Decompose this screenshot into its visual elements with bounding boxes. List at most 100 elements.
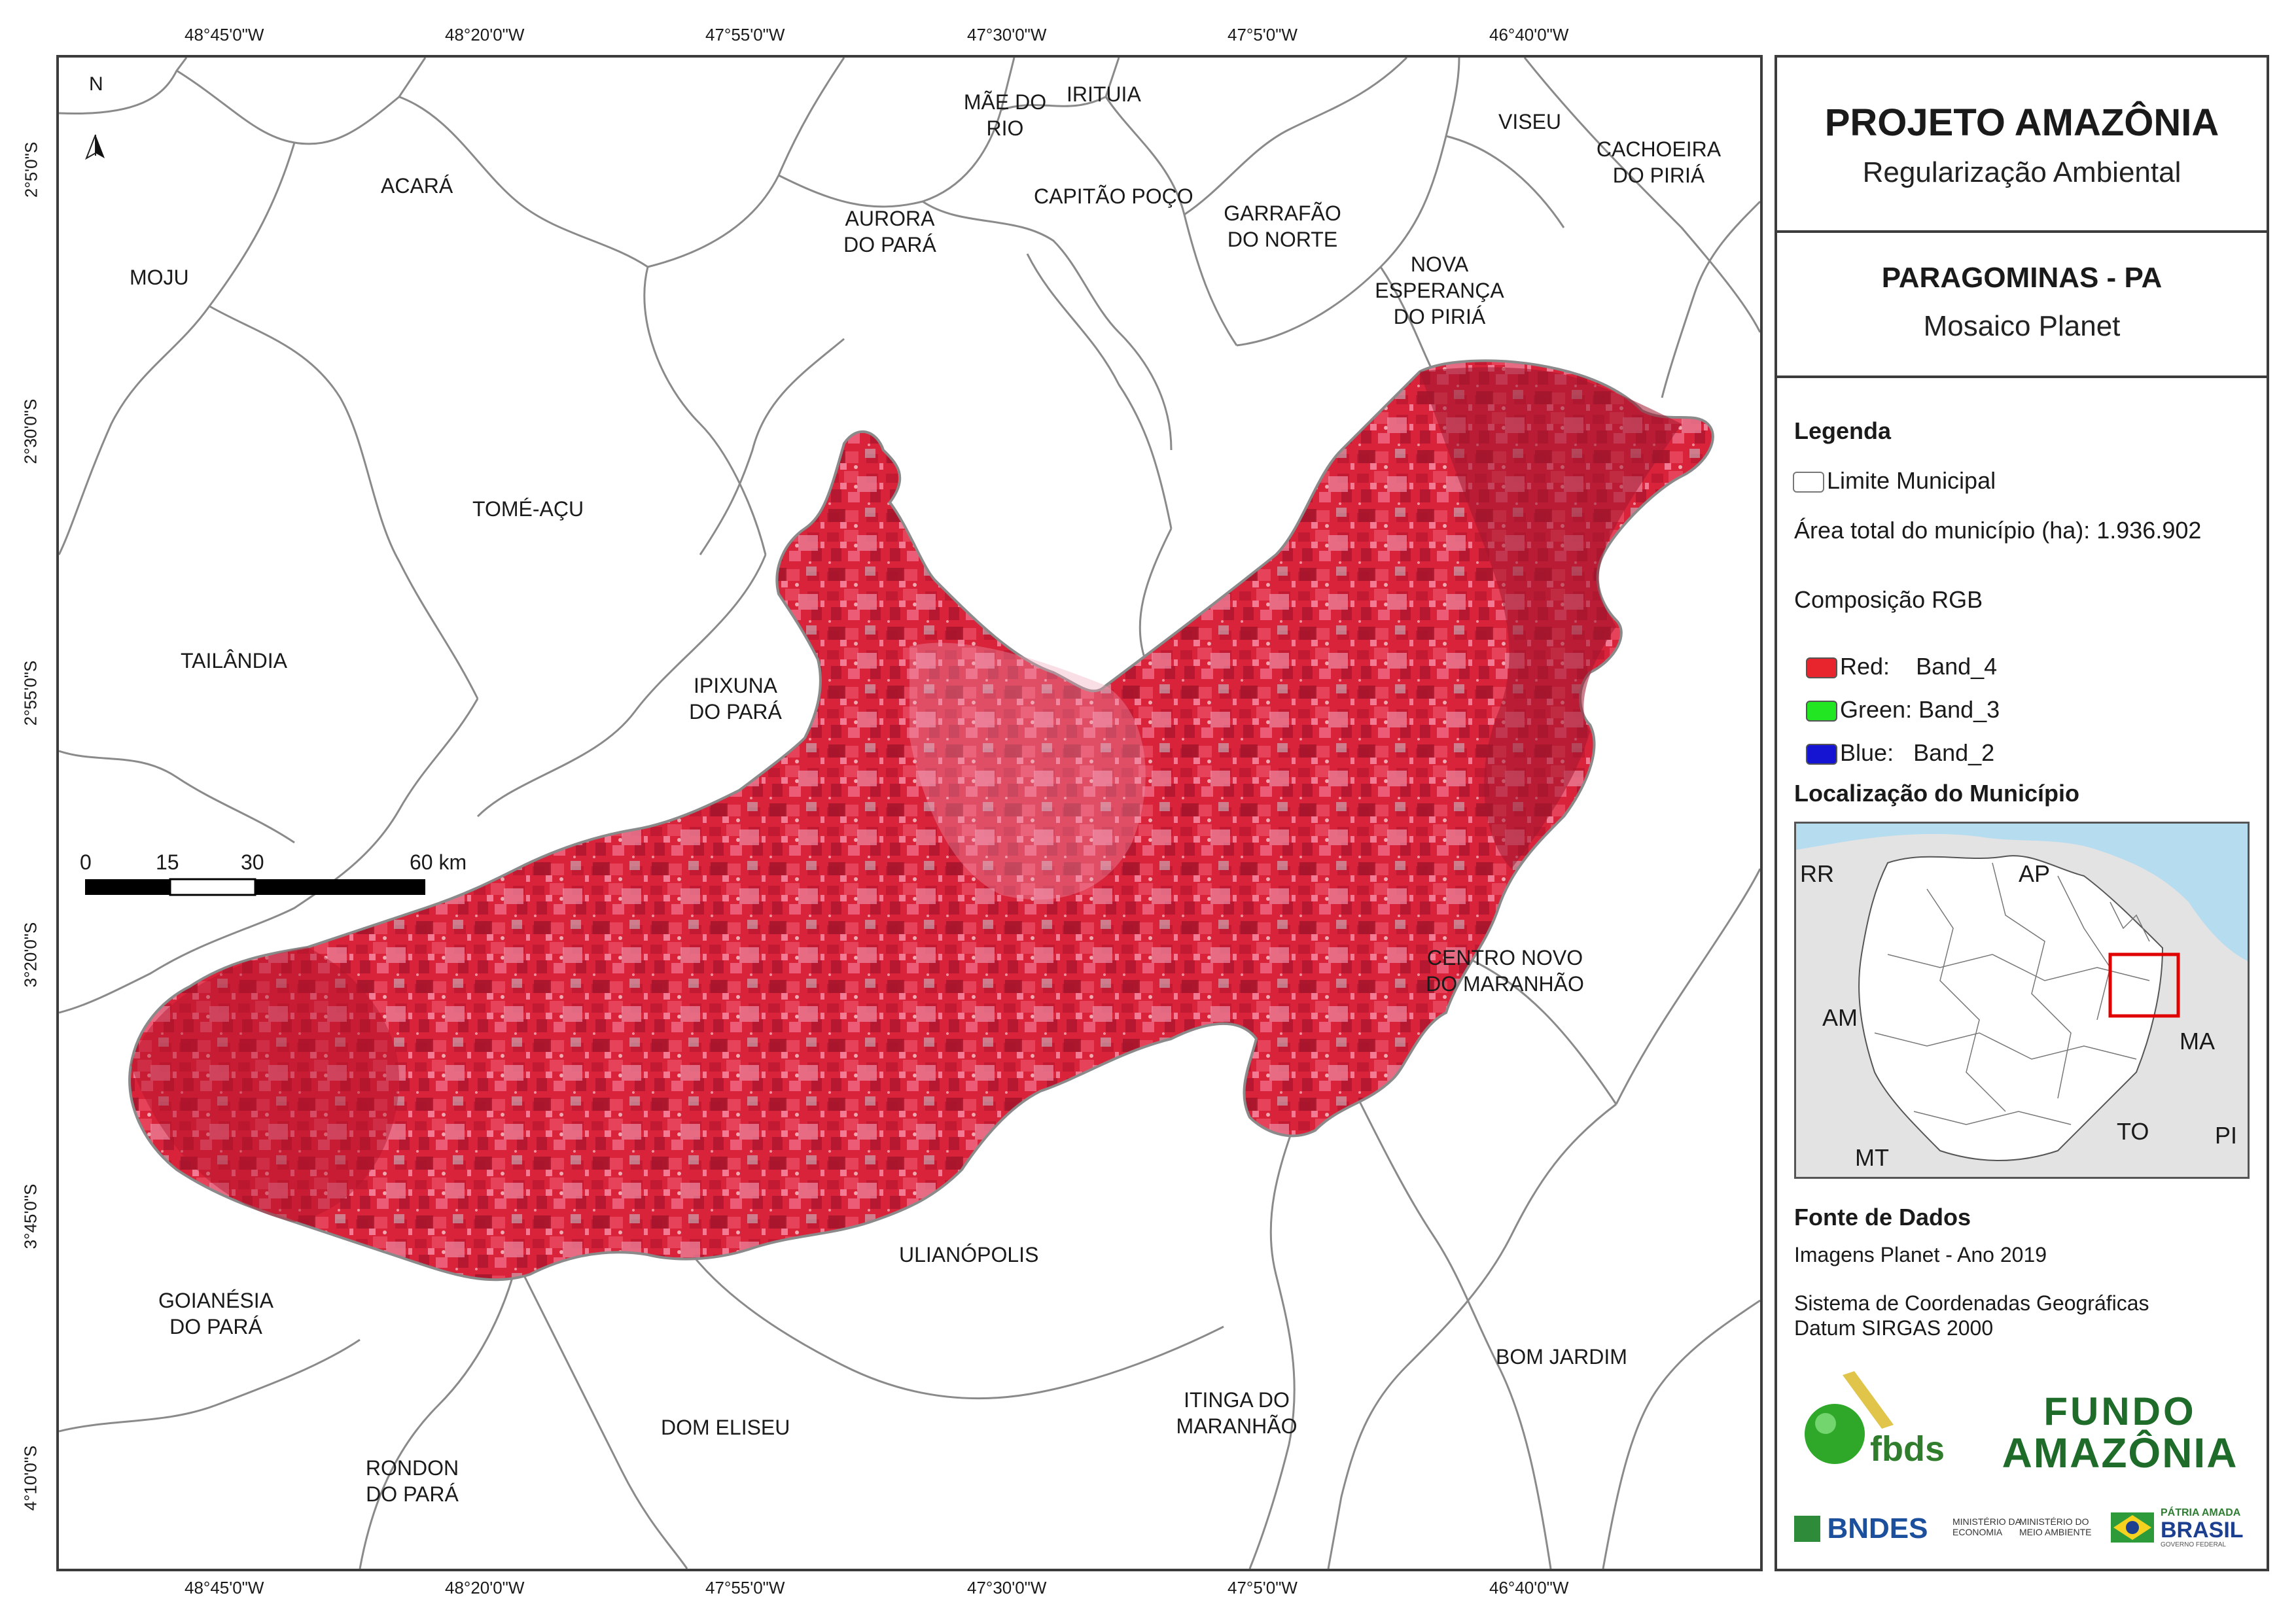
fbds-logo: fbds [1797,1371,1954,1469]
label-line: IPIXUNA [693,674,778,697]
source-1: Imagens Planet - Ano 2019 [1794,1243,2047,1266]
label-line: MÃE DO [963,90,1047,114]
fundo-text: FUNDO [2043,1389,2197,1433]
legend-title: Legenda [1794,417,1892,444]
label-irituia: IRITUIA [1067,82,1141,106]
label-line: MARANHÃO [1176,1414,1298,1438]
fbds-text: fbds [1870,1429,1945,1469]
label-nova-esperanca: NOVA ESPERANÇA DO PIRIÁ [1361,251,1518,330]
scale-label-60: 60 km [410,850,467,874]
label-tome-acu: TOMÉ-AÇU [472,497,584,521]
location-highlight-box [2108,952,2180,1018]
min-ma-line: MINISTÉRIO DO [2019,1516,2089,1527]
coord-bottom-6: 46°40'0"W [1489,1578,1569,1597]
label-aurora: AURORA DO PARÁ [831,205,949,258]
area-total: Área total do município (ha): 1.936.902 [1794,517,2202,544]
map-frame: N 0 15 30 60 km MÃE DO RIO IRITUIA VISEU… [56,55,1763,1571]
label-line: DO PARÁ [843,233,936,256]
label-goianesia: GOIANÉSIA DO PARÁ [144,1287,288,1340]
paragominas-mosaic [128,359,1714,1282]
brazil-flag-icon [2111,1512,2154,1543]
inset-label-rr: RR [1800,860,1834,887]
label-moju: MOJU [130,266,189,289]
label-line: ITINGA DO [1184,1388,1290,1412]
bndes-logo: BNDES [1794,1512,1928,1546]
map-canvas [59,58,1760,1569]
label-line: RONDON [365,1456,459,1480]
rgb-blue-label: Blue: Band_2 [1840,739,1995,766]
side-panel [1775,55,2269,1571]
rgb-green-item: Green: Band_3 [1793,669,2000,724]
label-tailandia: TAILÂNDIA [181,649,287,672]
location-title: Localização do Município [1794,780,2080,807]
legend-limit-label: Limite Municipal [1827,467,1996,494]
label-itinga: ITINGA DO MARANHÃO [1165,1387,1309,1439]
min-econ-line: MINISTÉRIO DA [1952,1516,2022,1527]
place-title: PARAGOMINAS - PA [1881,262,2163,294]
label-centro-novo: CENTRO NOVO DO MARANHÃO [1413,945,1597,997]
label-line: DO PIRIÁ [1612,164,1705,187]
label-line: RIO [986,116,1024,140]
rgb-blue-item: Blue: Band_2 [1793,712,1994,767]
label-bom-jardim: BOM JARDIM [1496,1345,1627,1369]
legend-limit-item: Limite Municipal [1793,467,1996,495]
label-ipixuna: IPIXUNA DO PARÁ [677,672,794,725]
label-line: DO MARANHÃO [1426,972,1584,996]
patria-line-3: GOVERNO FEDERAL [2161,1541,2227,1548]
min-econ-line: ECONOMIA [1952,1527,2003,1537]
label-line: GOIANÉSIA [158,1289,274,1312]
label-line: CACHOEIRA [1596,137,1722,161]
bndes-text: BNDES [1827,1512,1928,1544]
project-subtitle: Regularização Ambiental [1862,156,2181,188]
municipal-boundaries [59,58,1760,1569]
inset-label-ap: AP [2019,860,2051,887]
label-line: AURORA [845,207,935,230]
inset-label-mt: MT [1855,1144,1889,1171]
source-2: Sistema de Coordenadas Geográficas [1794,1291,2149,1315]
ministerio-meio-ambiente-logo: MINISTÉRIO DO MEIO AMBIENTE [2019,1516,2091,1537]
coord-bottom-3: 47°55'0"W [705,1578,785,1597]
scale-label-30: 30 [241,850,264,874]
rgb-green-label: Green: Band_3 [1840,696,2000,723]
north-label: N [89,73,103,95]
title-block: PROJETO AMAZÔNIA Regularização Ambiental [1775,55,2269,233]
coord-top-3: 47°55'0"W [705,25,785,44]
north-arrow [85,134,105,160]
coord-left-6: 4°10'0"S [20,1445,41,1511]
label-acara: ACARÁ [381,174,453,198]
red-swatch [1806,657,1838,679]
label-line: DO PARÁ [366,1482,459,1506]
fbds-mark-icon [1805,1371,1894,1464]
place-block: PARAGOMINAS - PA Mosaico Planet [1775,233,2269,378]
coord-top-5: 47°5'0"W [1227,25,1298,44]
fundo-amazonia-logo: FUNDO AMAZÔNIA [1983,1392,2257,1477]
coord-left-4: 3°20'0"S [20,922,41,988]
label-line: DO PARÁ [169,1315,262,1338]
limit-swatch [1793,472,1824,493]
label-rondon: RONDON DO PARÁ [347,1455,478,1507]
coord-top-6: 46°40'0"W [1489,25,1569,44]
blue-swatch [1806,744,1838,765]
amazonia-text: AMAZÔNIA [2002,1429,2238,1476]
patria-line-2: BRASIL [2161,1518,2244,1543]
label-cachoeira: CACHOEIRA DO PIRIÁ [1590,136,1727,188]
label-garrafao: GARRAFÃO DO NORTE [1210,200,1354,253]
coord-left-1: 2°5'0"S [21,141,41,198]
coord-bottom-4: 47°30'0"W [967,1578,1047,1597]
rgb-title: Composição RGB [1794,586,1983,613]
scale-label-15: 15 [156,850,179,874]
product-title: Mosaico Planet [1923,310,2121,342]
rgb-red-item: Red: Band_4 [1793,625,1997,680]
min-ma-line: MEIO AMBIENTE [2019,1527,2092,1537]
label-mae-do-rio: MÃE DO RIO [959,89,1051,141]
label-dom-eliseu: DOM ELISEU [661,1416,790,1439]
rgb-red-label: Red: Band_4 [1840,653,1998,680]
project-title: PROJETO AMAZÔNIA [1824,101,2219,144]
green-swatch [1806,701,1838,722]
coord-bottom-5: 47°5'0"W [1227,1578,1298,1597]
inset-map [1796,824,2248,1161]
coord-top-2: 48°20'0"W [445,25,525,44]
source-3: Datum SIRGAS 2000 [1794,1316,1994,1340]
ministerio-economia-logo: MINISTÉRIO DA ECONOMIA [1952,1516,2021,1537]
coord-top-4: 47°30'0"W [967,25,1047,44]
